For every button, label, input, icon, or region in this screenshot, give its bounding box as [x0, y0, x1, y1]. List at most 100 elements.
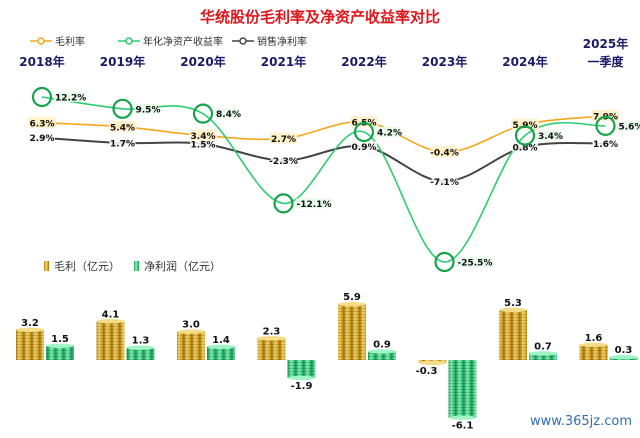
data-label-bg	[28, 116, 56, 128]
data-label-bg	[431, 176, 458, 187]
bar-label: 3.2	[21, 318, 39, 329]
data-label-bg	[295, 198, 332, 209]
category-label: 2019年	[100, 54, 145, 69]
bar	[96, 321, 125, 360]
bar-cap	[368, 349, 396, 354]
data-label-bg	[29, 132, 55, 143]
data-label-bg	[592, 138, 619, 149]
bar-cap	[418, 360, 447, 366]
bar-chart: 3.2 4.1 3.0 2.3 5.9 -0.3 5.3 1.6 1.5 1.3 1.4 -1.9 0.…	[16, 292, 638, 432]
legend-label: 毛利（亿元）	[54, 260, 120, 273]
data-label: 1.6%	[593, 140, 618, 150]
data-point	[192, 103, 214, 124]
watermark: www.365jz.com	[530, 414, 632, 429]
bar-cap	[257, 336, 286, 341]
data-label: 1.7%	[110, 139, 135, 149]
data-label-bg	[108, 120, 137, 132]
line-chart: 2.9% 1.7% 1.5% -2.3% 0.9% -7.1% 0.8% 1.6% 6.3% 5.…	[28, 86, 640, 273]
bar-label: 4.1	[102, 309, 120, 320]
bar	[16, 329, 44, 360]
data-label: -25.5%	[458, 259, 493, 269]
data-label: 9.5%	[136, 105, 161, 115]
data-label: 3.4%	[538, 132, 563, 142]
bar-cap	[46, 343, 74, 349]
bar-cap	[529, 351, 557, 356]
bar-cap	[126, 345, 155, 350]
category-label: 2022年	[341, 54, 386, 69]
data-label-bg	[511, 118, 539, 130]
legend-marker	[239, 37, 247, 45]
data-point	[514, 125, 536, 146]
category-label: 2018年	[19, 54, 64, 69]
bar	[499, 309, 527, 360]
bar	[46, 345, 74, 360]
legend-label: 销售净利率	[257, 35, 307, 48]
data-label: -2.3%	[269, 157, 298, 167]
bar-label: 0.9	[373, 339, 391, 350]
data-point	[273, 193, 294, 214]
category-label: 2020年	[180, 54, 225, 69]
category-label: 2025年	[583, 36, 628, 51]
bar-label: 5.9	[343, 292, 361, 303]
bar-label: 5.3	[504, 298, 522, 309]
data-point	[434, 251, 455, 273]
bar	[579, 344, 608, 360]
legend-marker	[125, 37, 133, 45]
category-label: 一季度	[587, 54, 624, 69]
data-label-bg	[54, 92, 84, 102]
data-label-bg	[109, 137, 136, 148]
data-label-bg	[134, 103, 159, 114]
bar-cap	[96, 319, 125, 324]
data-label-bg	[350, 115, 378, 127]
data-point	[595, 115, 616, 136]
bar-label: 2.3	[263, 326, 281, 337]
data-label-bg	[189, 129, 217, 141]
data-label: -0.4%	[430, 149, 459, 159]
data-label: 0.9%	[352, 143, 377, 153]
data-label: 1.5%	[191, 140, 216, 150]
bar-label: 3.0	[182, 320, 200, 331]
bar	[257, 338, 286, 360]
data-label: 3.4%	[191, 132, 216, 142]
category-label: 2023年	[422, 54, 467, 69]
legend-label: 毛利率	[55, 35, 85, 48]
legend-label: 年化净资产收益率	[143, 35, 223, 48]
bar-label: -0.3	[416, 366, 438, 377]
bar-label: 0.3	[615, 345, 633, 356]
bar-cap	[287, 375, 316, 381]
data-label: 5.4%	[110, 123, 135, 133]
chart-title: 华统股份毛利率及净资产收益率对比	[200, 8, 440, 26]
bar	[338, 304, 366, 360]
data-label: 2.7%	[271, 135, 296, 145]
data-label: 5.6%	[619, 122, 640, 132]
bar-cap	[177, 329, 205, 334]
category-label: 2021年	[261, 54, 306, 69]
data-label-bg	[430, 146, 459, 158]
data-point	[31, 86, 53, 108]
bar-cap	[499, 307, 527, 313]
bar-cap	[16, 327, 44, 332]
bar-label: 1.4	[212, 335, 230, 346]
bar-label: -6.1	[452, 421, 474, 432]
data-label: 0.8%	[513, 143, 538, 153]
legend-label: 净利润（亿元）	[144, 259, 221, 273]
data-label: -7.1%	[430, 178, 459, 188]
legend-marker	[37, 37, 45, 45]
data-label: -12.1%	[297, 200, 332, 210]
bar	[287, 360, 316, 378]
bar-cap	[579, 342, 608, 348]
data-label: 4.2%	[377, 129, 402, 139]
legend-swatch	[44, 261, 49, 271]
data-point	[112, 98, 133, 119]
category-label: 2024年	[502, 54, 547, 69]
data-label-bg	[512, 141, 538, 152]
bar	[177, 331, 205, 360]
data-label: 8.4%	[216, 110, 241, 120]
line-legend: 毛利率 年化净资产收益率 销售净利率	[30, 35, 307, 48]
bar-legend: 毛利（亿元） 净利润（亿元）	[44, 259, 221, 273]
bar-label: 1.6	[585, 333, 603, 344]
bar	[207, 346, 235, 360]
data-label-bg	[351, 141, 377, 152]
data-label-bg	[270, 155, 297, 166]
